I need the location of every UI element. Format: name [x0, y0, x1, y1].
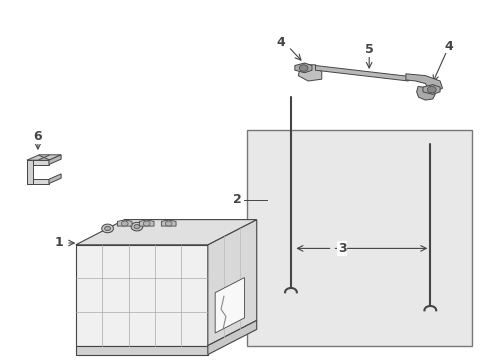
Polygon shape [49, 174, 61, 184]
Circle shape [299, 65, 307, 71]
Bar [246, 130, 471, 346]
Text: 5: 5 [364, 43, 373, 56]
Circle shape [143, 221, 150, 226]
Polygon shape [416, 86, 434, 100]
Polygon shape [27, 179, 49, 184]
Text: 4: 4 [444, 40, 452, 53]
Polygon shape [207, 220, 256, 346]
Polygon shape [207, 320, 256, 355]
Polygon shape [27, 160, 33, 184]
Text: 2: 2 [232, 193, 241, 206]
Circle shape [104, 226, 110, 230]
Polygon shape [27, 155, 61, 160]
Polygon shape [215, 278, 244, 333]
Text: 6: 6 [34, 130, 42, 143]
Circle shape [165, 221, 172, 226]
Polygon shape [117, 220, 132, 226]
Text: 4: 4 [276, 36, 285, 49]
Polygon shape [76, 245, 207, 346]
Polygon shape [76, 220, 256, 245]
Polygon shape [27, 160, 49, 165]
Circle shape [131, 222, 142, 231]
Polygon shape [315, 66, 407, 81]
Circle shape [102, 224, 113, 233]
Text: 1: 1 [54, 237, 63, 249]
Polygon shape [298, 65, 321, 81]
Polygon shape [422, 85, 439, 94]
Polygon shape [294, 63, 311, 73]
Polygon shape [139, 220, 154, 226]
Circle shape [427, 86, 435, 93]
Polygon shape [161, 220, 176, 226]
Circle shape [134, 225, 140, 229]
Text: 3: 3 [337, 242, 346, 255]
Circle shape [121, 221, 128, 226]
Polygon shape [76, 346, 207, 355]
Polygon shape [49, 155, 61, 165]
Polygon shape [405, 74, 442, 92]
